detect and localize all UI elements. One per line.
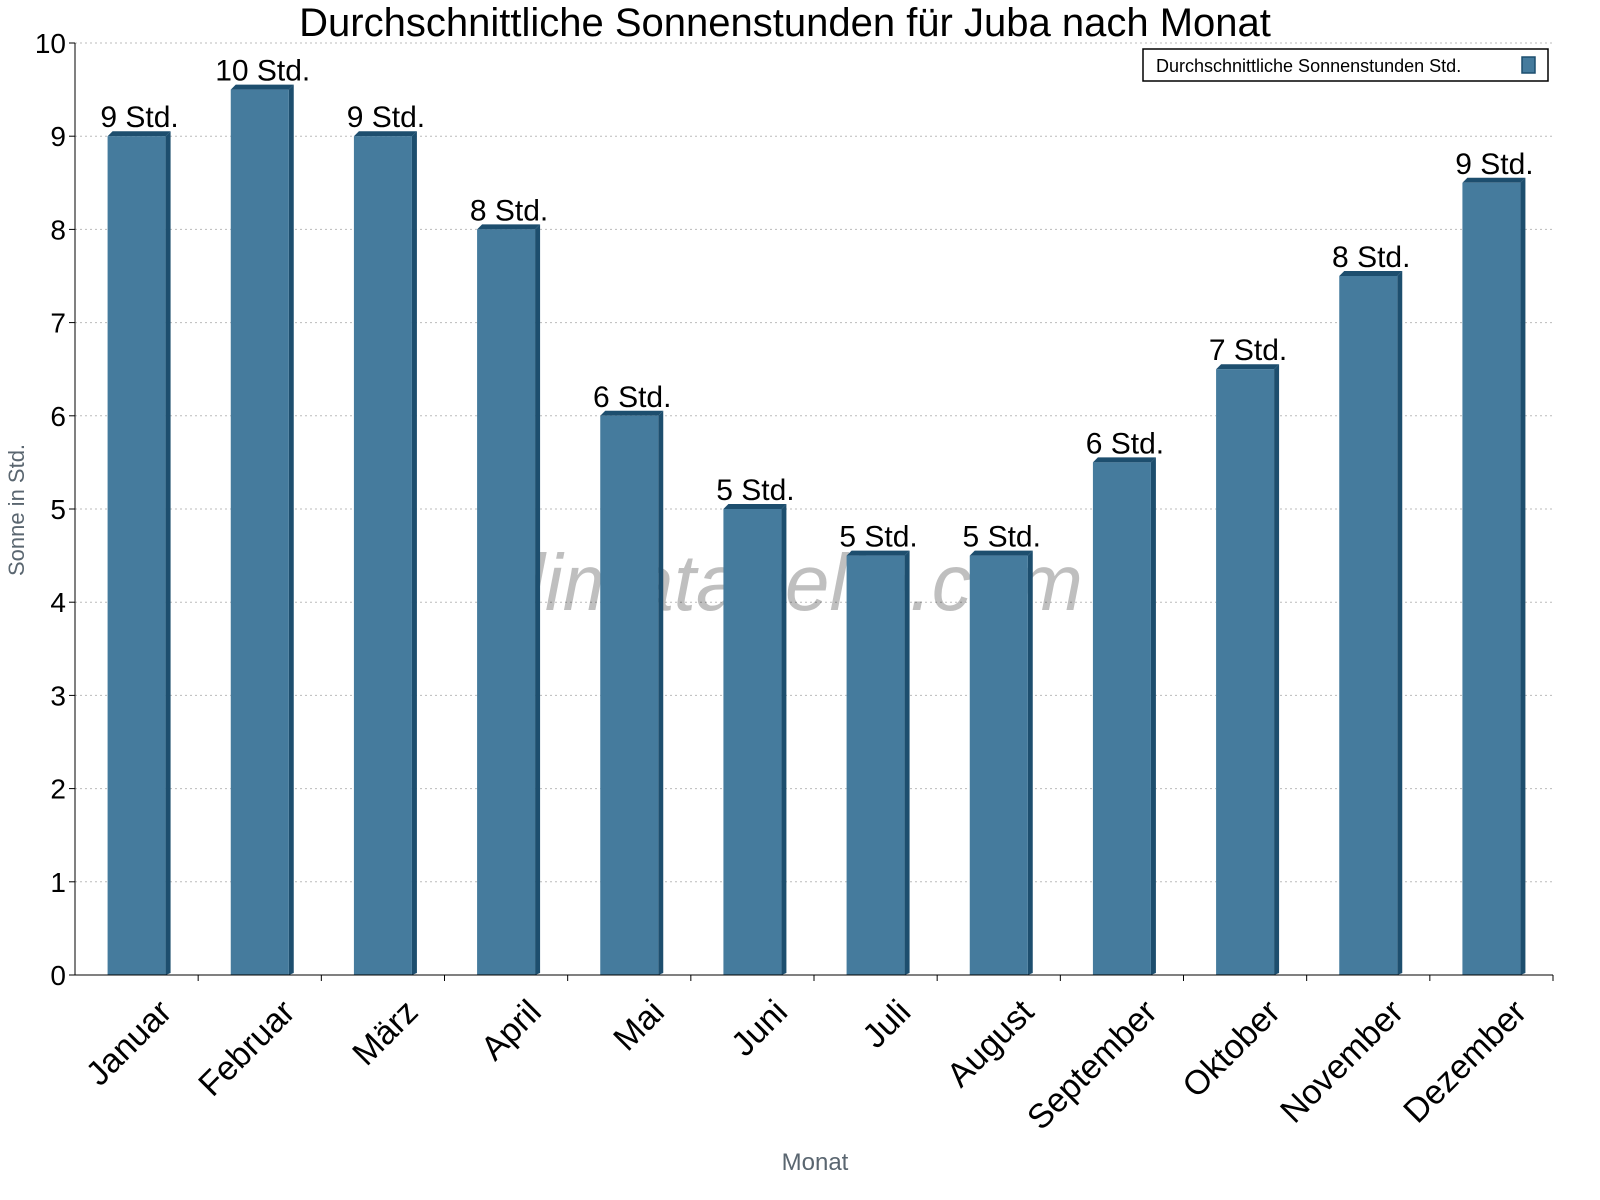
data-label: 9 Std. <box>100 101 178 134</box>
bar-side <box>1027 550 1033 975</box>
x-tick-label: April <box>474 993 549 1068</box>
bar-side <box>658 410 664 975</box>
bar <box>1339 276 1398 975</box>
bar-side <box>1274 364 1280 975</box>
bar-side <box>535 224 541 975</box>
data-label: 8 Std. <box>470 194 548 227</box>
bar-top <box>1216 364 1280 370</box>
bar <box>1462 182 1521 976</box>
bar-side <box>1397 271 1403 975</box>
y-tick-label: 0 <box>50 960 66 991</box>
y-axis-label: Sonne in Std. <box>4 444 29 576</box>
y-tick-label: 8 <box>50 214 66 245</box>
x-axis-label: Monat <box>782 1149 849 1176</box>
y-tick-label: 9 <box>50 121 66 152</box>
data-label: 5 Std. <box>839 521 917 554</box>
data-label: 9 Std. <box>347 101 425 134</box>
y-tick-label: 4 <box>50 587 66 618</box>
legend-box <box>1142 48 1549 82</box>
bar-top <box>600 410 664 416</box>
bar-side <box>411 131 417 975</box>
bar <box>600 415 659 975</box>
data-label: 8 Std. <box>1332 241 1410 274</box>
bar-top <box>1339 271 1403 276</box>
x-tick-label: Februar <box>191 993 302 1104</box>
legend-label: Durchschnittliche Sonnenstunden Std. <box>1156 56 1461 76</box>
y-tick-label: 10 <box>35 28 66 59</box>
bar <box>353 136 412 975</box>
data-label: 5 Std. <box>963 521 1041 554</box>
x-tick-label: Januar <box>79 993 179 1093</box>
legend: Durchschnittliche Sonnenstunden Std. <box>1142 48 1549 82</box>
bar-top <box>107 131 171 137</box>
bar-side <box>781 504 787 975</box>
data-label: 6 Std. <box>593 381 671 414</box>
chart-title: Durchschnittliche Sonnenstunden für Juba… <box>299 1 1271 45</box>
data-label: 10 Std. <box>215 55 310 88</box>
y-tick-label: 3 <box>50 680 66 711</box>
bar-top <box>230 84 294 90</box>
x-tick-label: Dezember <box>1396 993 1534 1131</box>
data-label: 5 Std. <box>716 474 794 507</box>
bar <box>723 509 782 975</box>
y-tick-label: 7 <box>50 308 66 339</box>
x-tick-label: Juli <box>855 993 918 1056</box>
bar <box>969 555 1028 975</box>
bar-top <box>353 131 417 137</box>
bar-side <box>1150 457 1156 975</box>
bar-top <box>846 550 910 556</box>
x-tick-label: September <box>1020 993 1164 1137</box>
bar-top <box>1462 177 1526 183</box>
bar <box>1092 462 1151 975</box>
bar <box>1216 369 1275 975</box>
x-tick-label: Mai <box>606 993 672 1059</box>
x-tick-label: August <box>940 992 1042 1094</box>
bar <box>107 136 166 975</box>
x-tick-label: Oktober <box>1175 993 1287 1105</box>
bar-side <box>1520 177 1526 976</box>
bar-top <box>477 224 541 230</box>
bar <box>230 89 289 976</box>
data-label: 9 Std. <box>1455 148 1533 181</box>
bar-side <box>904 550 910 975</box>
y-tick-label: 1 <box>50 867 66 898</box>
legend-swatch <box>1521 56 1536 74</box>
bar <box>846 555 905 975</box>
y-tick-label: 5 <box>50 494 66 525</box>
x-tick-label: März <box>345 993 425 1073</box>
bar-top <box>969 550 1033 556</box>
data-label: 7 Std. <box>1209 334 1287 367</box>
bar-top <box>723 504 787 509</box>
bar-side <box>165 131 171 975</box>
x-tick-label: Juni <box>724 993 795 1064</box>
bar-side <box>288 84 294 976</box>
y-tick-label: 2 <box>50 774 66 805</box>
data-label: 6 Std. <box>1086 427 1164 460</box>
y-tick-label: 6 <box>50 401 66 432</box>
bar <box>477 229 536 975</box>
bar-top <box>1092 457 1156 463</box>
x-tick-label: November <box>1273 993 1411 1131</box>
